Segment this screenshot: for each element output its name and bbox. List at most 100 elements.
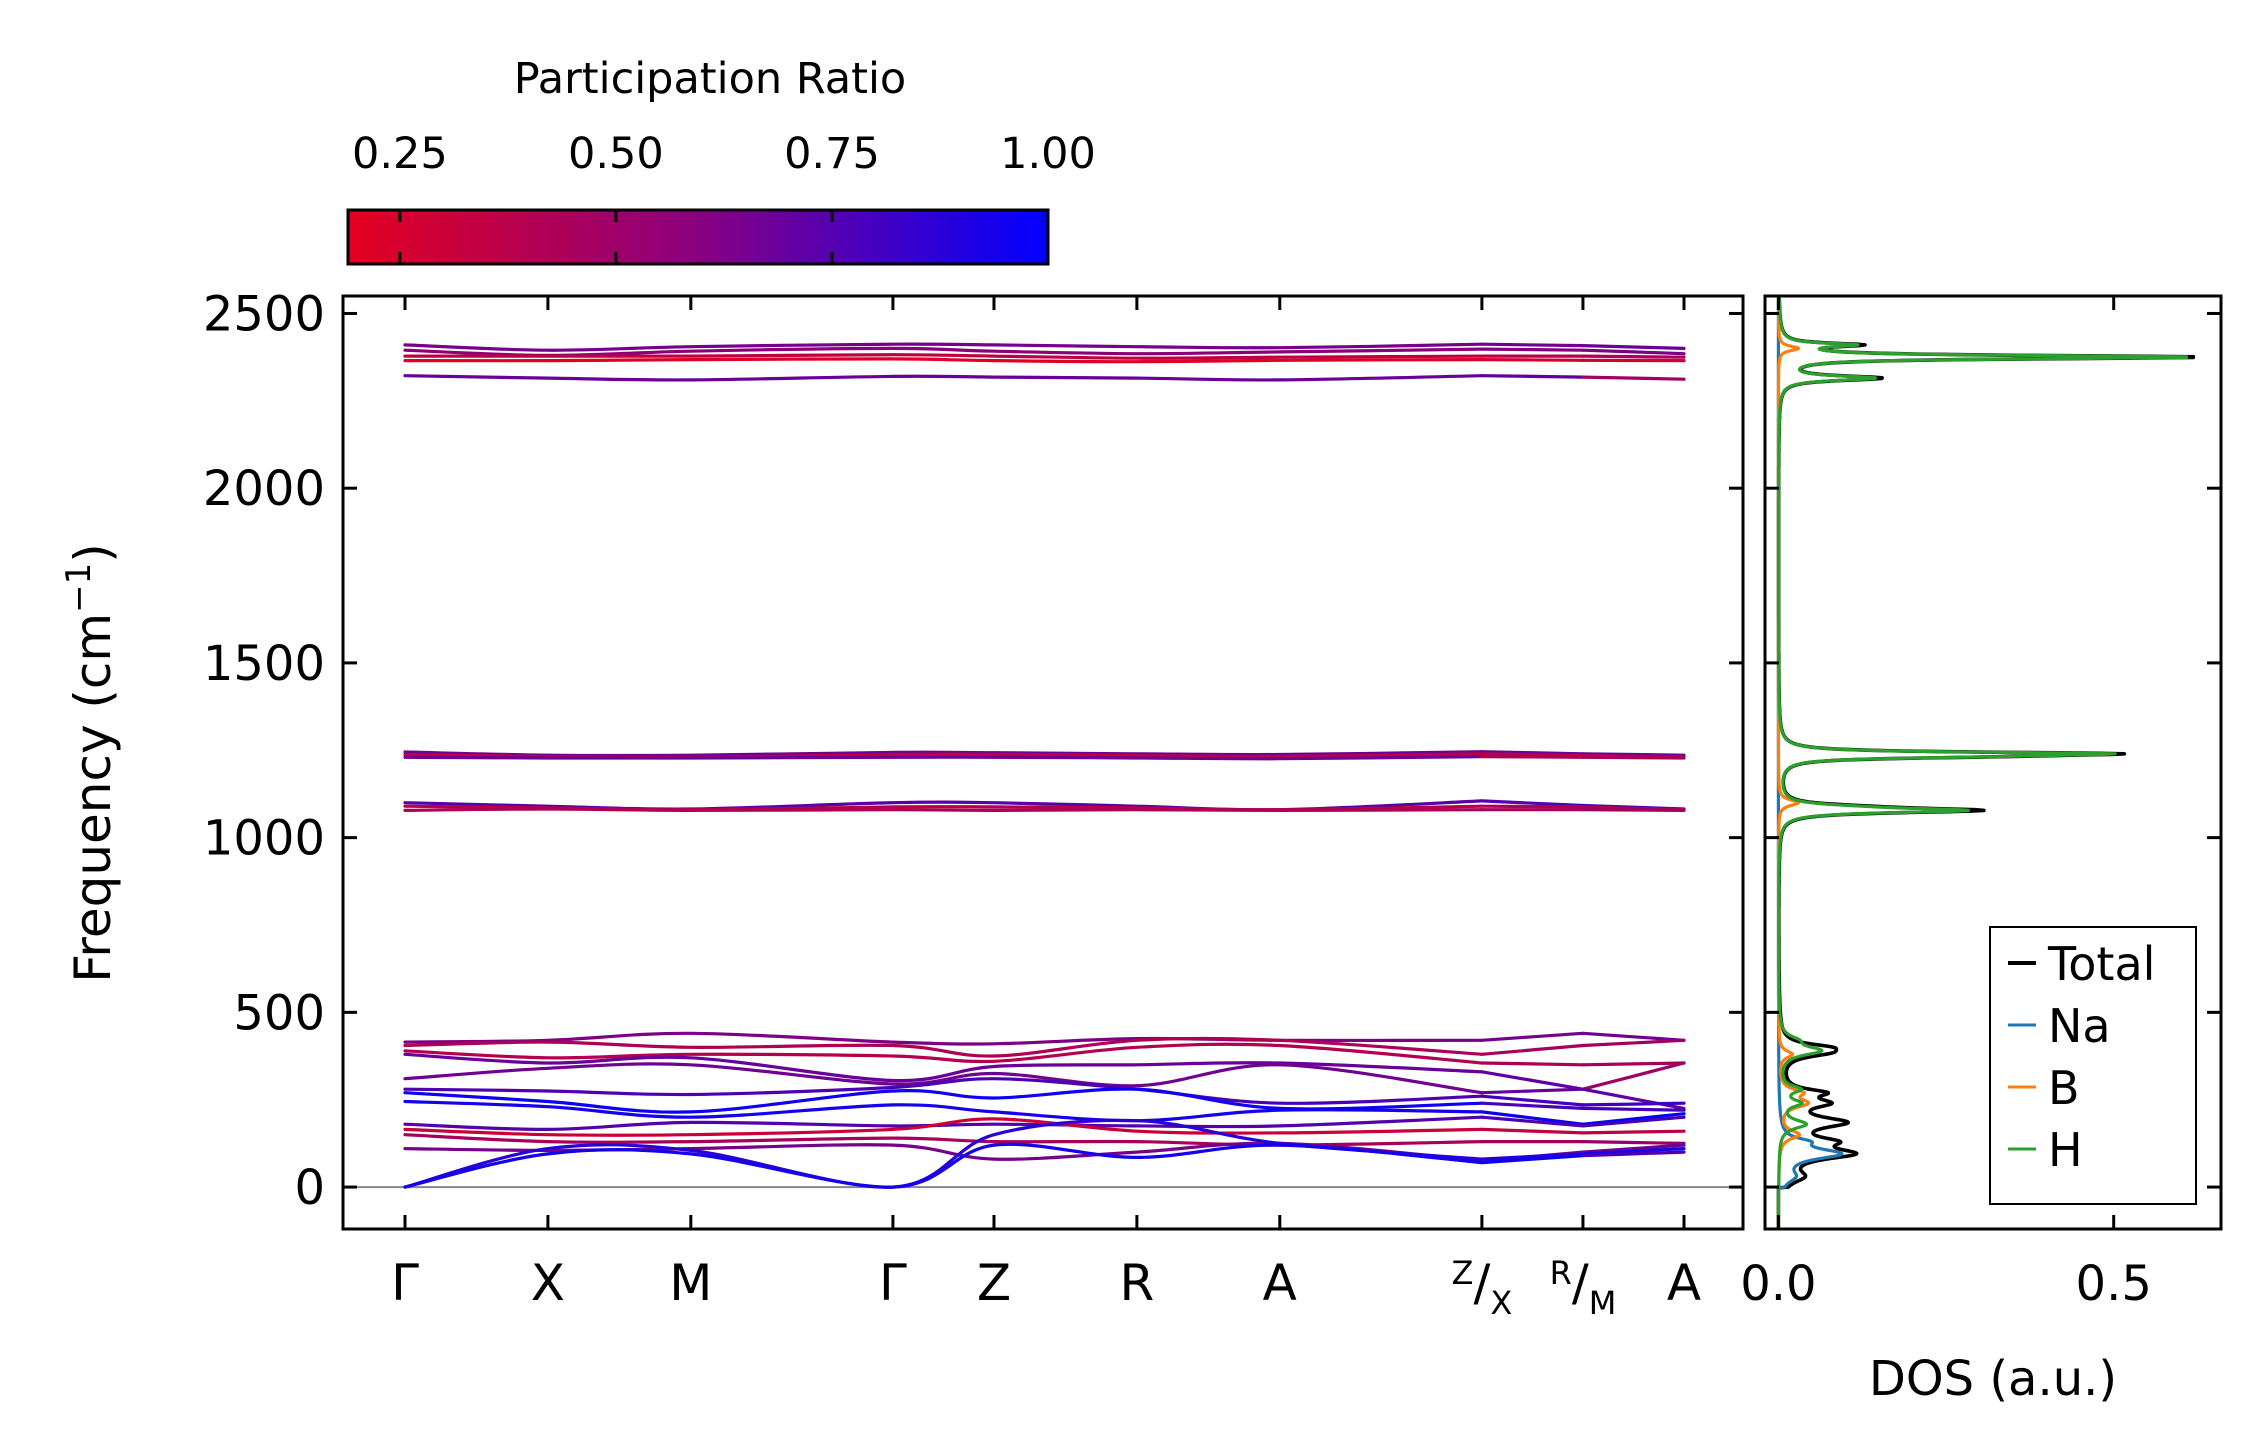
band-line xyxy=(403,353,1484,360)
dos-x-tick-label: 0.5 xyxy=(2076,1256,2152,1312)
band-line xyxy=(1480,1070,1585,1091)
colorbar-title: Participation Ratio xyxy=(514,54,907,104)
colorbar-gradient xyxy=(346,208,1050,266)
dos-legend: Total Na BH xyxy=(1989,926,2197,1205)
band-line xyxy=(1480,1094,1585,1107)
colorbar-tick-label: 0.25 xyxy=(352,129,448,179)
y-tick-label: 1500 xyxy=(203,636,325,692)
dos-panel: 0.0 0.5 DOS (a.u.) Total Na BH xyxy=(1740,294,2223,1407)
legend-label-na: Na xyxy=(2048,999,2111,1053)
x-tick-label-slash: / xyxy=(1473,1254,1490,1312)
band-line xyxy=(1581,348,1686,356)
x-tick-label: Z xyxy=(977,1254,1011,1312)
legend-items: Total Na BH xyxy=(2008,937,2155,1177)
band-line xyxy=(1480,342,1585,348)
band-line xyxy=(403,1118,1484,1189)
band-line xyxy=(1480,1115,1585,1128)
band-line xyxy=(1581,1061,1686,1091)
band-x-ticks: Γ X M Γ Z R A AZ/XR/M xyxy=(391,296,1701,1322)
band-line xyxy=(403,1042,1484,1065)
x-tick-label: R xyxy=(1120,1254,1155,1312)
y-tick-label: 2000 xyxy=(203,461,325,517)
dos-x-label: DOS (a.u.) xyxy=(1869,1351,2117,1407)
band-line xyxy=(403,755,1484,761)
band-line xyxy=(1581,1061,1686,1067)
x-tick-label: M xyxy=(669,1254,712,1312)
band-line xyxy=(1581,1115,1686,1128)
x-tick-label-combined: R/M xyxy=(1550,1254,1617,1322)
band-line xyxy=(403,1142,1484,1189)
band-line xyxy=(1480,1087,1585,1095)
band-line xyxy=(1581,1129,1686,1135)
y-axis-label-end: ) xyxy=(64,543,122,563)
band-lines xyxy=(343,342,1743,1189)
colorbar-tick-label: 0.50 xyxy=(568,129,664,179)
band-line xyxy=(1581,1147,1686,1156)
band-line xyxy=(1581,1143,1686,1154)
band-line xyxy=(403,807,1484,813)
y-axis-label: Frequency (cm−1) xyxy=(59,543,122,983)
band-line xyxy=(403,1117,1484,1137)
band-line xyxy=(1581,344,1686,350)
band-line xyxy=(1480,1127,1585,1135)
band-line xyxy=(1581,1112,1686,1126)
band-line xyxy=(1581,375,1686,381)
band-line xyxy=(1480,1101,1585,1110)
band-line xyxy=(403,1036,1484,1058)
band-line xyxy=(1480,1110,1585,1126)
x-tick-label-sub: M xyxy=(1589,1284,1617,1322)
y-tick-label: 500 xyxy=(233,985,325,1041)
band-line xyxy=(1581,1038,1686,1048)
band-line xyxy=(1581,1031,1686,1042)
x-tick-label: Γ xyxy=(391,1254,419,1312)
y-tick-label: 2500 xyxy=(203,286,325,342)
band-line xyxy=(1581,1140,1686,1145)
legend-label-total: Total xyxy=(2047,937,2155,991)
dos-axes-frame xyxy=(1763,294,2223,1231)
x-tick-label-combined: Z/X xyxy=(1452,1254,1513,1322)
colorbar-tick-label: 1.00 xyxy=(1000,129,1096,179)
band-line xyxy=(1480,1031,1585,1042)
legend-frame xyxy=(1989,926,2197,1205)
x-tick-label: A xyxy=(1263,1254,1297,1312)
band-line xyxy=(1581,1087,1686,1110)
band-line xyxy=(1581,1106,1686,1112)
band-line xyxy=(1581,354,1686,359)
band-line xyxy=(1480,799,1585,808)
colorbar-tick-label: 0.75 xyxy=(784,129,880,179)
band-line xyxy=(403,342,1484,352)
band-line xyxy=(1581,1101,1686,1107)
x-tick-label-sup: Z xyxy=(1452,1254,1474,1292)
dos-x-tick-label: 0.0 xyxy=(1740,1256,1816,1312)
band-line xyxy=(403,1052,1484,1083)
band-line xyxy=(403,1087,1484,1114)
band-line xyxy=(1480,1043,1585,1056)
x-tick-label: Γ xyxy=(879,1254,907,1312)
dos-ticks: 0.0 0.5 xyxy=(1740,296,2221,1312)
x-tick-label: X xyxy=(531,1254,565,1312)
colorbar-ticks: 0.25 0.50 0.75 1.00 xyxy=(352,129,1096,264)
y-axis-label-main: Frequency (cm xyxy=(64,613,122,983)
y-tick-label: 1000 xyxy=(203,811,325,867)
dos-lines xyxy=(1776,296,2196,1229)
band-line xyxy=(1480,374,1585,379)
band-line xyxy=(1581,1150,1686,1158)
y-tick-label: 0 xyxy=(294,1160,325,1216)
band-line xyxy=(1480,755,1585,759)
band-line xyxy=(1480,750,1585,756)
dos-line-h xyxy=(1776,296,2189,1229)
x-tick-label-sup: R xyxy=(1550,1254,1572,1292)
band-line xyxy=(1480,1061,1585,1067)
band-line xyxy=(403,357,1484,364)
band-line xyxy=(1480,752,1585,758)
band-y-ticks: 0 500 1000 1500 2000 2500 xyxy=(203,286,1743,1216)
x-tick-label: A xyxy=(1667,1254,1701,1312)
band-line xyxy=(1480,358,1585,362)
x-tick-label-slash: / xyxy=(1572,1254,1589,1312)
band-line xyxy=(1581,755,1686,760)
legend-label-h: H xyxy=(2048,1123,2083,1177)
x-tick-label-sub: X xyxy=(1490,1284,1512,1322)
band-line xyxy=(1480,1152,1585,1161)
